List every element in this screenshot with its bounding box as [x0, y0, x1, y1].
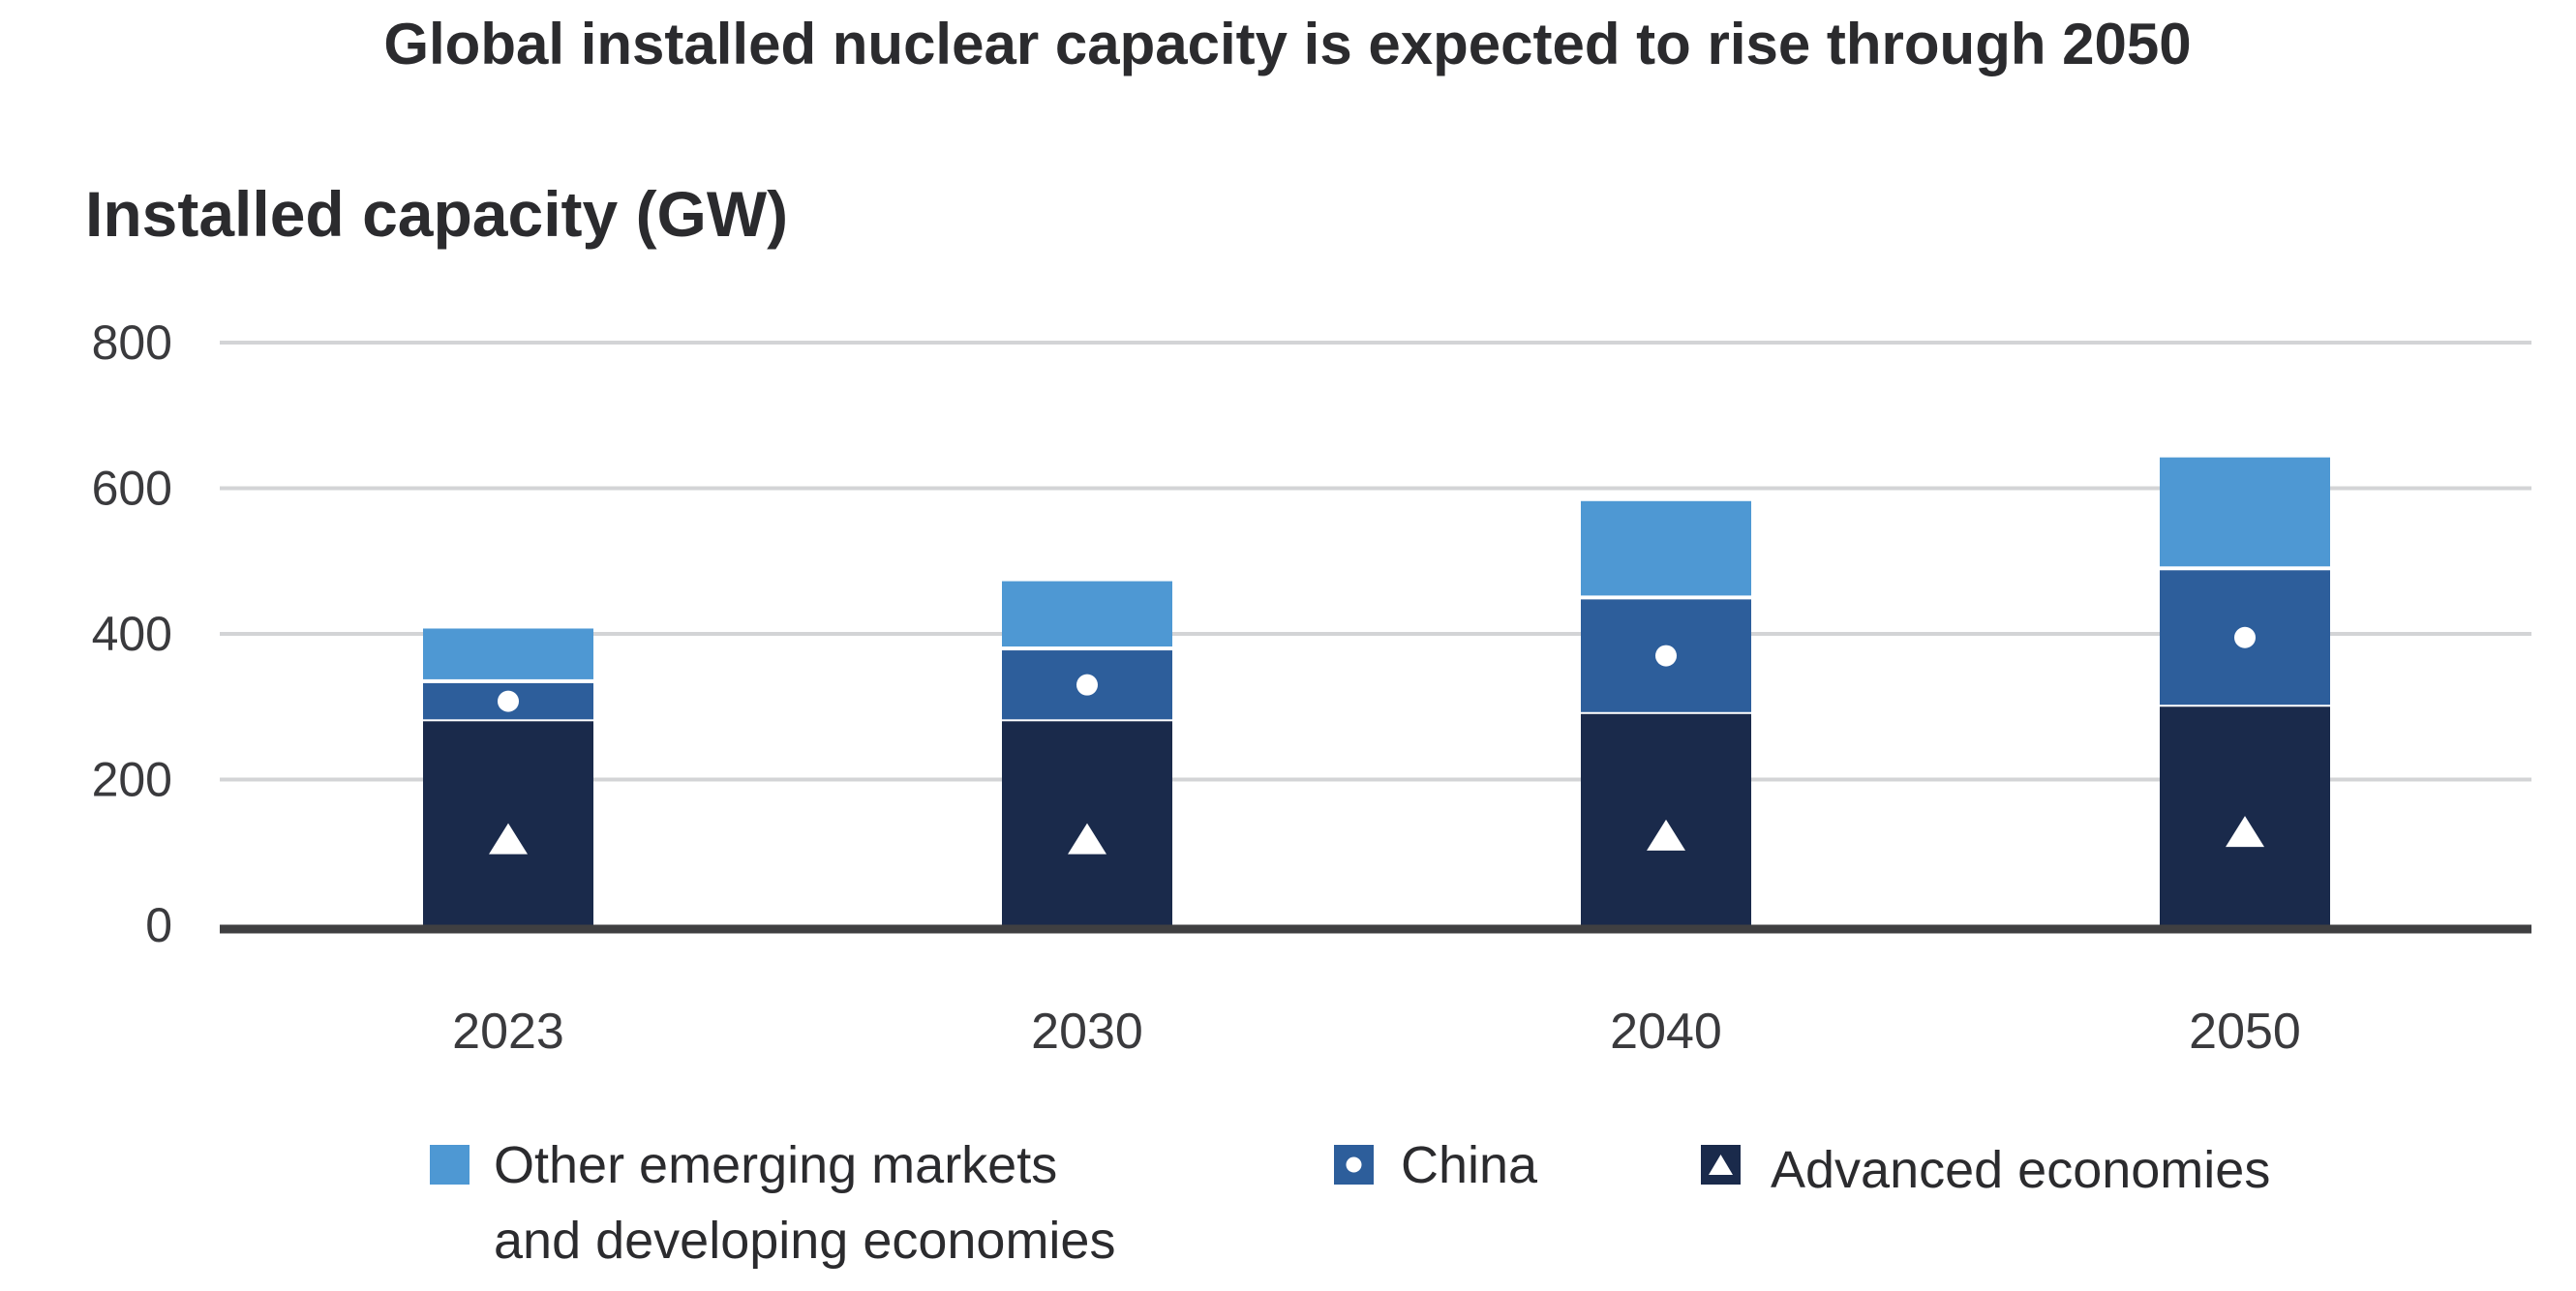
y-axis-label: Installed capacity (GW) [85, 178, 788, 250]
legend-label: Other emerging markets [494, 1136, 1057, 1194]
legend-swatch [430, 1145, 470, 1185]
bar-segment [2160, 457, 2330, 567]
triangle-marker-icon [1647, 819, 1685, 851]
legend-label: Advanced economies [1771, 1141, 2270, 1199]
x-tick-label: 2040 [1610, 1004, 1722, 1060]
triangle-marker-icon [489, 823, 528, 855]
y-tick-label: 800 [92, 315, 172, 370]
y-tick-label: 0 [145, 898, 172, 952]
bar-segment [423, 628, 593, 679]
legend-label: and developing economies [494, 1212, 1115, 1270]
circle-marker-icon [2234, 626, 2256, 648]
triangle-marker-icon [2226, 816, 2264, 848]
y-tick-label: 600 [92, 462, 172, 516]
triangle-marker-icon [1709, 1155, 1733, 1175]
circle-marker-icon [1346, 1156, 1362, 1173]
circle-marker-icon [498, 690, 519, 712]
circle-marker-icon [1076, 674, 1098, 696]
triangle-marker-icon [1068, 823, 1106, 855]
y-tick-label: 200 [92, 753, 172, 807]
y-tick-label: 400 [92, 607, 172, 661]
bar-segment [1581, 500, 1751, 596]
x-tick-label: 2023 [452, 1004, 564, 1060]
legend-label: China [1401, 1136, 1538, 1194]
circle-marker-icon [1655, 645, 1677, 667]
bar-segment [1002, 581, 1172, 647]
x-tick-label: 2030 [1031, 1004, 1143, 1060]
x-tick-label: 2050 [2189, 1004, 2301, 1060]
chart-title: Global installed nuclear capacity is exp… [383, 12, 2191, 76]
